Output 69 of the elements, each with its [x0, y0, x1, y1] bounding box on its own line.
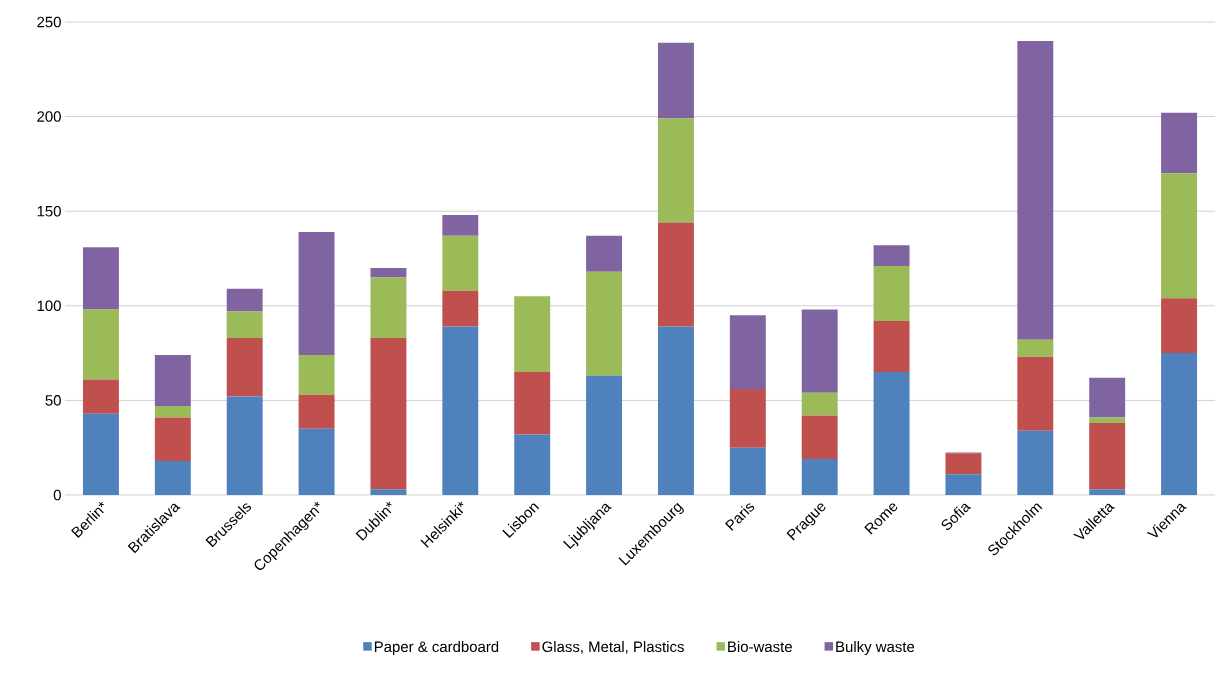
bar	[514, 296, 551, 372]
bar	[154, 354, 191, 407]
bar	[801, 392, 838, 416]
bar	[154, 460, 191, 495]
bar	[586, 235, 623, 272]
bar	[1089, 417, 1126, 424]
bar	[298, 231, 335, 355]
bar	[370, 277, 407, 338]
bar	[154, 417, 191, 461]
bar	[82, 413, 119, 495]
bar	[586, 375, 623, 495]
bar	[1089, 489, 1126, 495]
bar	[945, 453, 982, 475]
bar	[442, 290, 479, 327]
bar	[945, 474, 982, 495]
legend-label: Paper & cardboard	[374, 641, 499, 655]
bar	[442, 235, 479, 291]
bar	[1017, 356, 1054, 431]
bar	[1089, 377, 1126, 418]
bar	[801, 459, 838, 495]
bar	[729, 447, 766, 495]
bar	[226, 311, 263, 338]
y-tick-label: 200	[37, 111, 61, 122]
y-tick-label: 100	[37, 300, 61, 312]
bar	[370, 489, 407, 495]
bar	[442, 326, 479, 495]
bar	[657, 118, 694, 223]
bar	[801, 415, 838, 460]
bar	[370, 267, 407, 278]
bar	[873, 266, 910, 321]
bar	[801, 309, 838, 393]
bar	[226, 396, 263, 495]
bar	[1017, 40, 1054, 340]
bar	[370, 337, 407, 490]
bar	[514, 372, 551, 435]
bar	[226, 337, 263, 397]
legend-label: Bio-waste	[728, 641, 792, 653]
bar	[1017, 430, 1054, 495]
bar	[1161, 173, 1198, 299]
bar	[82, 379, 119, 414]
bar	[1161, 353, 1198, 495]
y-tick-label: 50	[45, 395, 61, 406]
y-tick-label: 150	[37, 205, 61, 217]
bar	[226, 288, 263, 312]
bar	[82, 309, 119, 380]
bar	[298, 428, 335, 495]
bar	[873, 320, 910, 372]
bar	[729, 389, 766, 448]
bar	[514, 434, 551, 495]
bar	[1017, 339, 1054, 357]
bar	[657, 222, 694, 327]
bar	[1089, 423, 1126, 490]
y-tick-label: 250	[37, 16, 61, 28]
bar	[154, 406, 191, 418]
y-tick-label: 0	[53, 489, 61, 501]
bar	[873, 372, 910, 495]
bar	[442, 214, 479, 236]
bar	[729, 315, 766, 390]
bar	[298, 354, 335, 395]
bar	[1161, 298, 1198, 354]
bar	[873, 245, 910, 267]
bar	[657, 42, 694, 119]
bar	[82, 247, 119, 310]
bar	[298, 394, 335, 429]
bar	[1161, 112, 1198, 174]
legend-label: Bulky waste	[836, 641, 915, 655]
bar	[586, 271, 623, 376]
bar	[657, 326, 694, 495]
legend-label: Glass, Metal, Plastics	[542, 641, 684, 654]
